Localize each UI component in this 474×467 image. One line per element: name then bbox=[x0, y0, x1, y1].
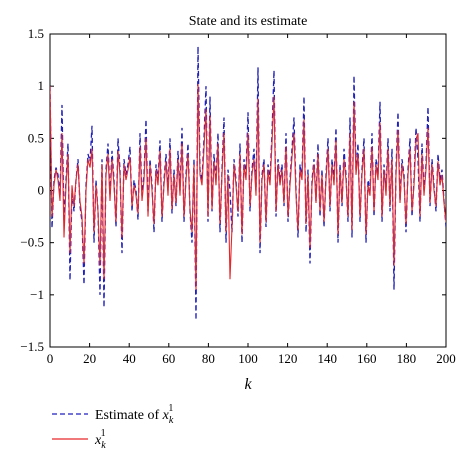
x-axis-label: k bbox=[244, 376, 252, 393]
x-tick-label: 180 bbox=[397, 351, 417, 366]
y-tick-label: 1 bbox=[38, 78, 45, 93]
y-tick-label: −1.5 bbox=[20, 339, 44, 354]
series-line-estimate bbox=[50, 46, 446, 320]
y-tick-label: 0.5 bbox=[28, 130, 44, 145]
x-tick-label: 60 bbox=[162, 351, 175, 366]
x-tick-label: 160 bbox=[357, 351, 377, 366]
x-tick-label: 200 bbox=[436, 351, 456, 366]
x-tick-label: 0 bbox=[47, 351, 54, 366]
series-layer bbox=[50, 46, 446, 320]
y-tick-label: −0.5 bbox=[20, 235, 44, 250]
axis-ticks: 0 20 40 60 80 100 120 140 160 180 200 −1.5 −1 −0.5 0 0.… bbox=[20, 26, 455, 366]
x-tick-label: 100 bbox=[238, 351, 258, 366]
chart-title: State and its estimate bbox=[189, 14, 308, 29]
y-tick-label: 1.5 bbox=[28, 26, 44, 41]
series-line-state bbox=[50, 84, 446, 290]
x-tick-label: 120 bbox=[278, 351, 298, 366]
x-tick-label: 40 bbox=[123, 351, 136, 366]
y-tick-label: −1 bbox=[30, 287, 44, 302]
y-tick-label: 0 bbox=[38, 183, 45, 198]
legend-label-state: xk1 bbox=[94, 428, 106, 451]
x-tick-label: 20 bbox=[83, 351, 96, 366]
x-tick-label: 140 bbox=[317, 351, 337, 366]
legend-label-estimate: Estimate of xk1 bbox=[95, 403, 174, 426]
legend: Estimate of xk1 xk1 bbox=[52, 403, 174, 451]
x-tick-label: 80 bbox=[202, 351, 215, 366]
